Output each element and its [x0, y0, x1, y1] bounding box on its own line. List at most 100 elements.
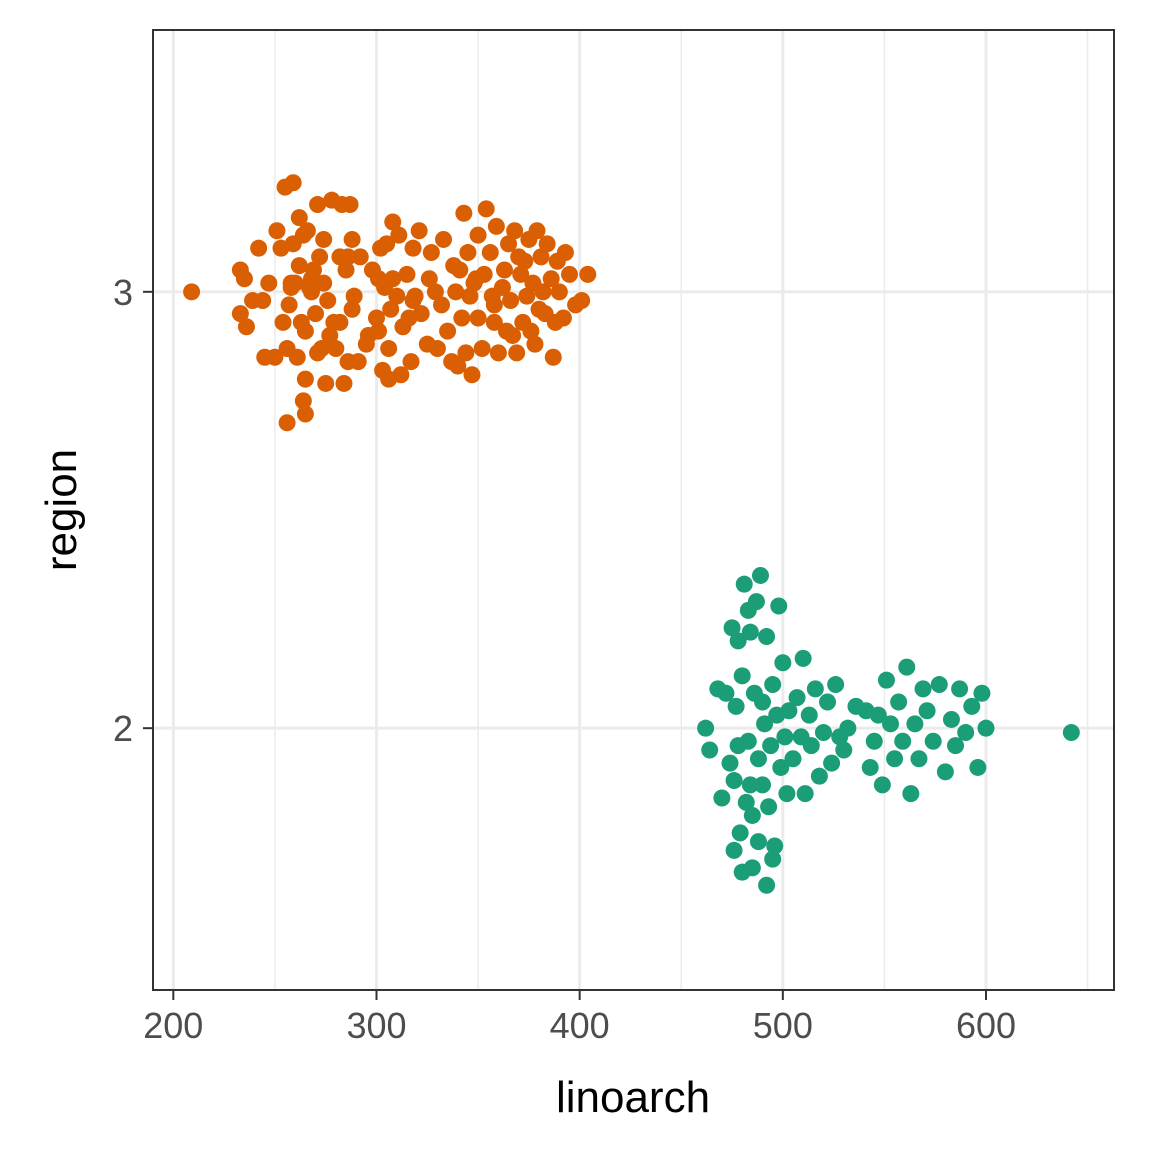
data-point-region-3: [449, 357, 467, 375]
data-point-region-2: [914, 680, 932, 698]
data-point-region-2: [739, 601, 757, 619]
data-point-region-3: [266, 348, 284, 366]
data-point-region-3: [495, 261, 513, 279]
data-point-region-2: [729, 632, 747, 650]
data-point-region-2: [778, 785, 796, 803]
data-point-region-3: [315, 230, 333, 248]
data-point-region-2: [963, 697, 981, 715]
data-point-region-2: [877, 671, 895, 689]
data-point-region-3: [388, 287, 406, 305]
data-point-region-3: [367, 309, 385, 327]
data-point-region-3: [345, 287, 363, 305]
data-point-region-3: [351, 248, 369, 266]
data-point-region-2: [766, 837, 784, 855]
data-point-region-3: [457, 344, 475, 362]
data-point-region-2: [758, 628, 776, 646]
data-point-region-3: [335, 374, 353, 392]
data-point-region-2: [739, 732, 757, 750]
data-point-region-3: [447, 283, 465, 301]
data-point-region-2: [800, 706, 818, 724]
data-point-region-3: [231, 305, 249, 323]
data-point-region-2: [973, 684, 991, 702]
data-point-region-2: [735, 575, 753, 593]
data-point-region-2: [754, 693, 772, 711]
data-point-region-3: [532, 248, 550, 266]
data-point-region-3: [502, 292, 520, 310]
data-point-region-3: [282, 274, 300, 292]
x-tick-label: 200: [143, 1005, 203, 1046]
x-axis-title: linoarch: [556, 1073, 710, 1122]
data-point-region-3: [439, 322, 457, 340]
data-point-region-3: [489, 344, 507, 362]
data-point-region-3: [522, 322, 540, 340]
data-point-region-3: [337, 261, 355, 279]
data-point-region-2: [827, 676, 845, 694]
data-point-region-3: [481, 244, 499, 262]
data-point-region-3: [382, 300, 400, 318]
data-point-region-3: [384, 270, 402, 288]
data-point-region-3: [392, 366, 410, 384]
x-tick-label: 600: [956, 1005, 1016, 1046]
data-point-region-2: [814, 724, 832, 742]
data-point-region-2: [936, 763, 954, 781]
data-point-region-3: [380, 340, 398, 358]
data-point-region-2: [733, 667, 751, 685]
data-point-region-2: [910, 750, 928, 768]
data-point-region-3: [485, 313, 503, 331]
data-point-region-3: [296, 405, 314, 423]
data-point-region-3: [426, 283, 444, 301]
data-point-region-3: [420, 270, 438, 288]
data-point-region-3: [573, 292, 591, 310]
data-point-region-3: [554, 309, 572, 327]
data-point-region-3: [274, 313, 292, 331]
data-point-region-3: [512, 265, 530, 283]
data-point-region-2: [947, 737, 965, 755]
data-point-region-3: [341, 196, 359, 214]
data-point-region-2: [918, 702, 936, 720]
data-point-region-2: [1062, 724, 1080, 742]
data-point-region-2: [760, 798, 778, 816]
data-point-region-3: [504, 326, 522, 344]
data-point-region-3: [412, 305, 430, 323]
data-point-region-3: [378, 235, 396, 253]
plot-panel-border: [152, 29, 1115, 991]
data-point-region-2: [839, 719, 857, 737]
data-point-region-3: [561, 265, 579, 283]
data-point-region-3: [307, 305, 325, 323]
data-point-region-3: [469, 226, 487, 244]
data-point-region-2: [727, 697, 745, 715]
data-point-region-3: [506, 222, 524, 240]
data-point-region-3: [250, 239, 268, 257]
data-point-region-2: [780, 702, 798, 720]
data-point-region-2: [749, 750, 767, 768]
data-point-region-2: [823, 754, 841, 772]
data-point-region-2: [835, 741, 853, 759]
data-point-region-2: [861, 758, 879, 776]
data-point-region-2: [794, 649, 812, 667]
data-point-region-3: [296, 322, 314, 340]
data-point-region-3: [327, 340, 345, 358]
data-point-region-2: [741, 776, 759, 794]
y-axis: 23: [113, 272, 153, 749]
data-point-region-3: [534, 283, 552, 301]
data-point-region-2: [772, 758, 790, 776]
data-point-region-3: [280, 296, 298, 314]
data-point-region-3: [309, 196, 327, 214]
data-point-region-2: [701, 741, 719, 759]
data-point-region-2: [758, 876, 776, 894]
data-points: [183, 174, 1080, 894]
data-point-region-2: [754, 776, 772, 794]
data-point-region-3: [331, 313, 349, 331]
data-point-region-3: [290, 257, 308, 275]
data-point-region-3: [453, 309, 471, 327]
data-point-region-3: [542, 270, 560, 288]
data-point-region-3: [459, 244, 477, 262]
data-point-region-3: [294, 392, 312, 410]
data-point-region-3: [296, 370, 314, 388]
data-point-region-3: [463, 366, 481, 384]
data-point-region-3: [305, 261, 323, 279]
data-point-region-2: [764, 676, 782, 694]
data-point-region-2: [751, 566, 769, 584]
data-point-region-2: [819, 693, 837, 711]
data-point-region-3: [339, 248, 357, 266]
